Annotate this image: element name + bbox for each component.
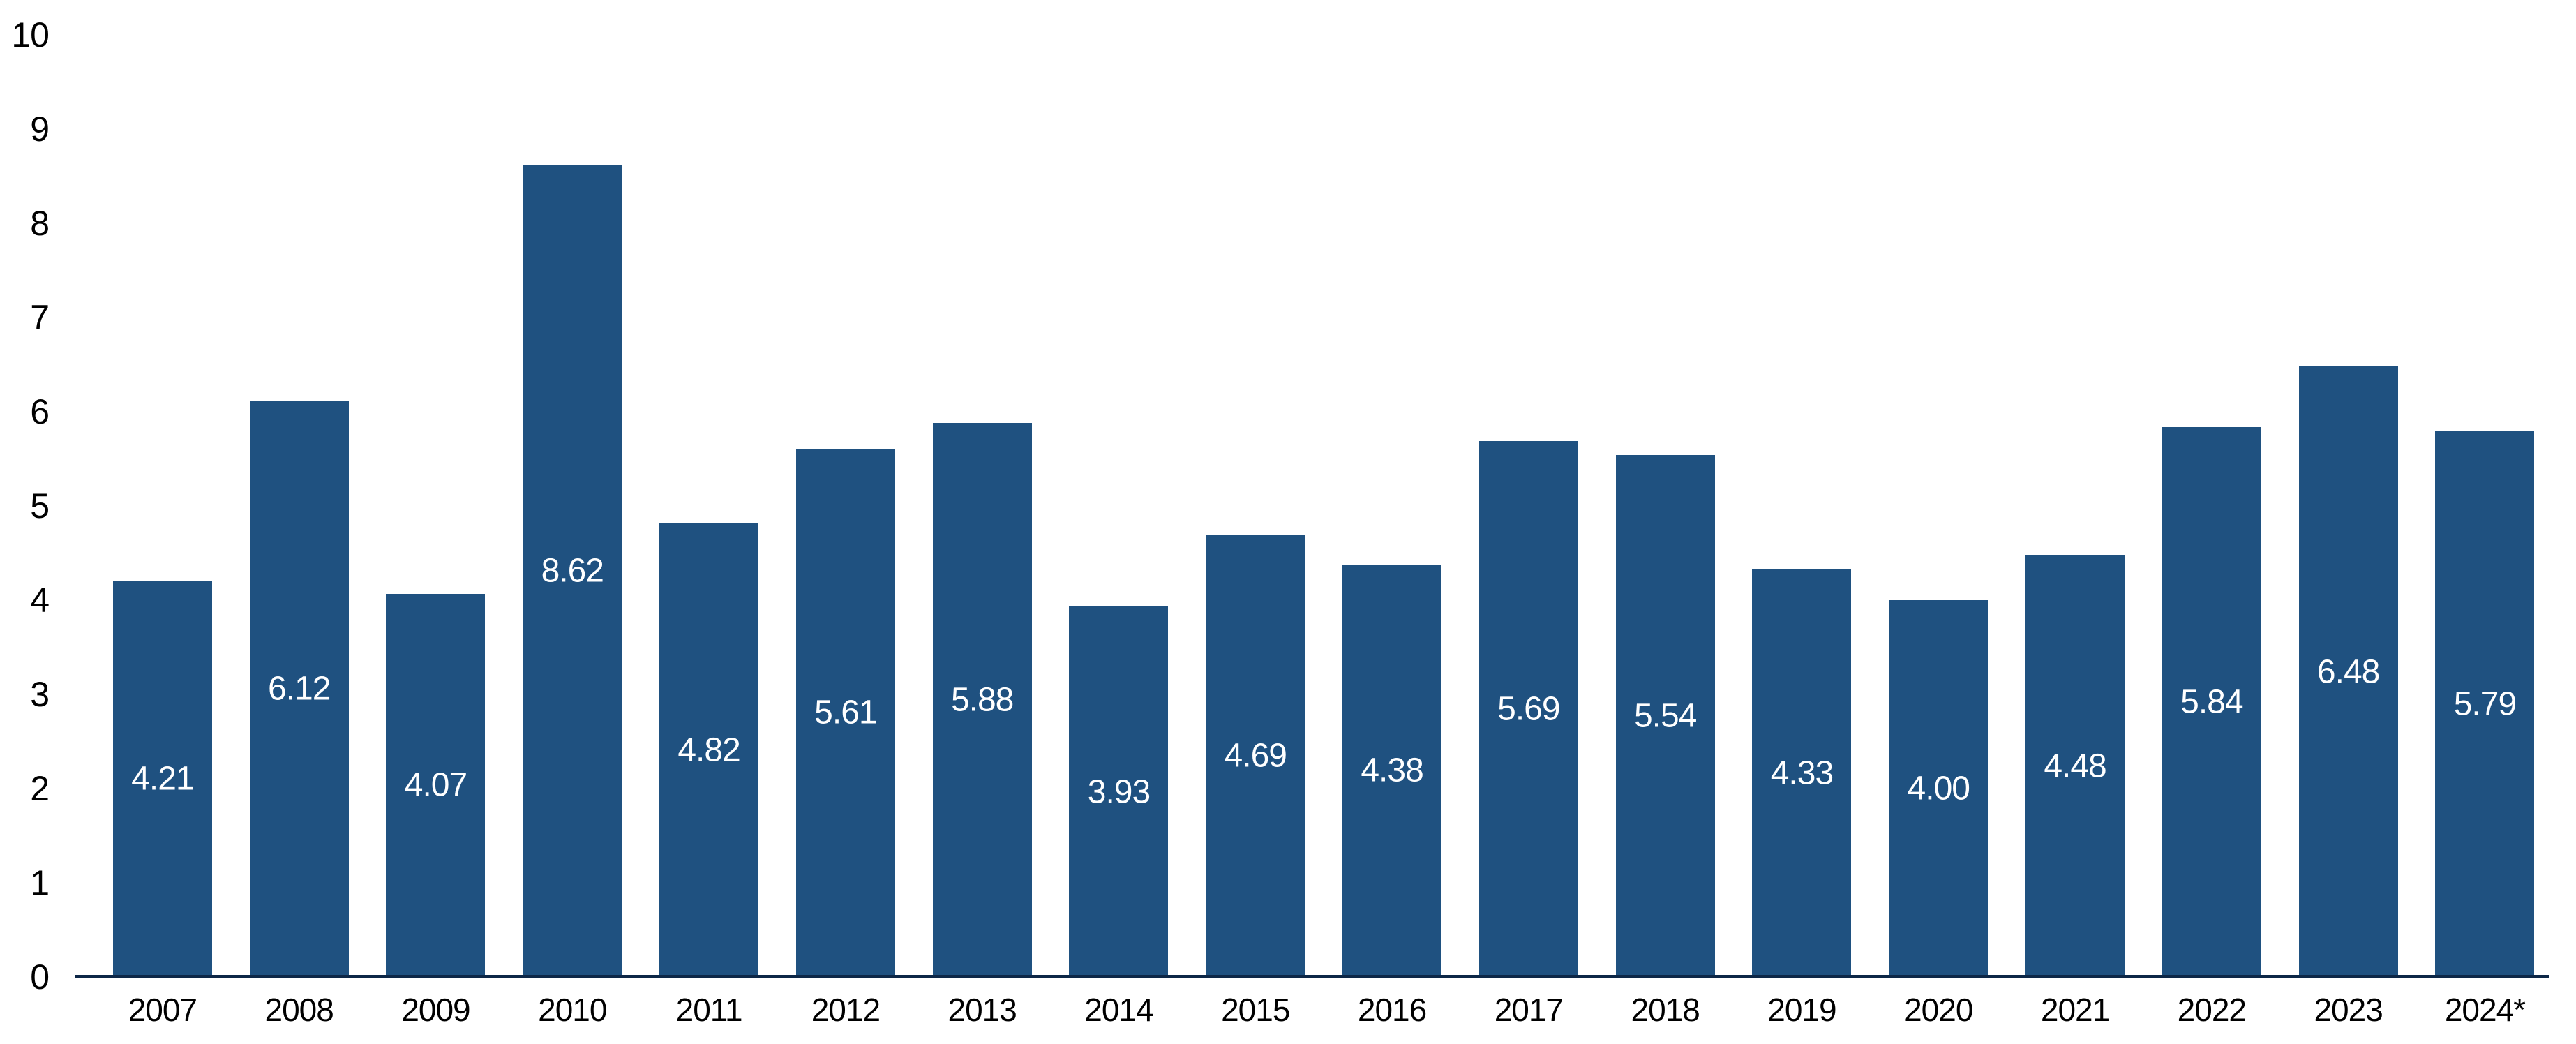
bar-value-label: 5.61 (814, 694, 877, 731)
bar-slot: 5.88 (914, 35, 1051, 977)
bar-slot: 6.12 (231, 35, 368, 977)
bar-value-label: 5.88 (950, 681, 1014, 719)
y-axis-tick-label: 3 (30, 675, 50, 714)
y-axis-tick-label: 0 (30, 957, 50, 997)
y-axis-tick-label: 1 (30, 863, 50, 902)
bar-value-label: 4.33 (1770, 754, 1834, 792)
bar-slot: 4.48 (2007, 35, 2143, 977)
x-axis-tick-label: 2016 (1357, 992, 1427, 1028)
bar-value-label: 5.79 (2453, 685, 2517, 723)
x-axis-line (75, 975, 2549, 978)
y-axis-tick-label: 4 (30, 581, 50, 620)
x-axis-tick-label: 2018 (1631, 992, 1700, 1028)
y-axis-tick-label: 2 (30, 769, 50, 808)
bar-slot: 4.33 (1734, 35, 1871, 977)
bar-2008: 6.12 (249, 400, 349, 977)
y-axis-tick-label: 7 (30, 298, 50, 337)
bar-2024*: 5.79 (2435, 431, 2535, 977)
bar-2020: 4.00 (1889, 600, 1989, 977)
bar-value-label: 8.62 (541, 552, 604, 590)
bar-value-label: 4.69 (1224, 737, 1287, 775)
bar-slot: 8.62 (504, 35, 641, 977)
y-axis-tick-label: 10 (11, 15, 50, 54)
bars-row: 4.21 6.12 4.07 8.62 4.82 5.61 5.88 3.93 4.69 4.38… (94, 35, 2553, 977)
bar-slot: 6.48 (2280, 35, 2417, 977)
bar-value-label: 4.07 (404, 766, 467, 804)
bar-2014: 3.93 (1069, 606, 1169, 977)
bar-value-label: 4.48 (2044, 747, 2106, 785)
bar-slot: 4.38 (1324, 35, 1460, 977)
bar-2019: 4.33 (1752, 569, 1852, 977)
bar-value-label: 5.69 (1497, 690, 1560, 728)
y-axis-tick-label: 8 (30, 204, 50, 243)
bar-slot: 5.61 (777, 35, 914, 977)
x-axis: 2007 2008 2009 2010 2011 2012 2013 2014 2015 2016… (94, 992, 2553, 1027)
bar-value-label: 4.21 (131, 760, 194, 798)
bar-2021: 4.48 (2025, 555, 2125, 977)
bar-2015: 4.69 (1206, 535, 1305, 977)
y-axis-tick-label: 6 (30, 392, 50, 431)
x-axis-tick-label: 2012 (811, 992, 881, 1028)
bar-value-label: 6.12 (267, 670, 331, 708)
bar-value-label: 5.54 (1633, 697, 1697, 735)
bar-2022: 5.84 (2162, 426, 2261, 977)
bar-2018: 5.54 (1615, 455, 1715, 977)
x-axis-tick-label: 2021 (2040, 992, 2110, 1028)
bar-2017: 5.69 (1478, 440, 1578, 977)
x-axis-tick-label: 2023 (2314, 992, 2383, 1028)
bar-slot: 4.82 (641, 35, 777, 977)
bar-slot: 3.93 (1051, 35, 1188, 977)
bar-slot: 4.69 (1187, 35, 1324, 977)
x-axis-tick-label: 2017 (1494, 992, 1564, 1028)
bar-slot: 5.69 (1460, 35, 1597, 977)
x-axis-tick-label: 2022 (2177, 992, 2247, 1028)
bar-slot: 5.54 (1597, 35, 1734, 977)
y-axis-tick-label: 9 (30, 110, 50, 149)
x-axis-tick-label: 2013 (948, 992, 1017, 1028)
y-axis-tick-label: 5 (30, 486, 50, 525)
bar-slot: 4.00 (1870, 35, 2007, 977)
bar-slot: 5.79 (2417, 35, 2554, 977)
bar-2010: 8.62 (523, 165, 622, 977)
bar-2013: 5.88 (932, 423, 1032, 977)
bar-slot: 4.21 (94, 35, 231, 977)
bar-2009: 4.07 (386, 593, 486, 977)
bar-2011: 4.82 (659, 523, 759, 977)
bar-2016: 4.38 (1342, 564, 1442, 977)
x-axis-tick-label: 2015 (1221, 992, 1290, 1028)
bar-value-label: 6.48 (2316, 653, 2380, 691)
x-axis-tick-label: 2008 (264, 992, 334, 1028)
x-axis-tick-label: 2011 (675, 992, 743, 1028)
bar-2012: 5.61 (795, 448, 895, 977)
bar-2023: 6.48 (2298, 366, 2398, 977)
x-axis-tick-label: 2020 (1904, 992, 1973, 1028)
bar-value-label: 4.82 (677, 731, 740, 769)
bar-slot: 4.07 (368, 35, 504, 977)
bar-value-label: 4.00 (1907, 770, 1970, 807)
bar-value-label: 5.84 (2180, 683, 2243, 721)
x-axis-tick-label: 2007 (128, 992, 197, 1028)
x-axis-tick-label: 2009 (401, 992, 470, 1028)
bar-value-label: 3.93 (1087, 773, 1151, 811)
x-axis-tick-label: 2019 (1767, 992, 1836, 1028)
bar-2007: 4.21 (112, 580, 212, 977)
bar-value-label: 4.38 (1361, 752, 1423, 789)
x-axis-tick-label: 2024* (2444, 992, 2526, 1028)
bar-slot: 5.84 (2143, 35, 2280, 977)
x-axis-tick-label: 2010 (538, 992, 607, 1028)
x-axis-tick-label: 2014 (1084, 992, 1153, 1028)
